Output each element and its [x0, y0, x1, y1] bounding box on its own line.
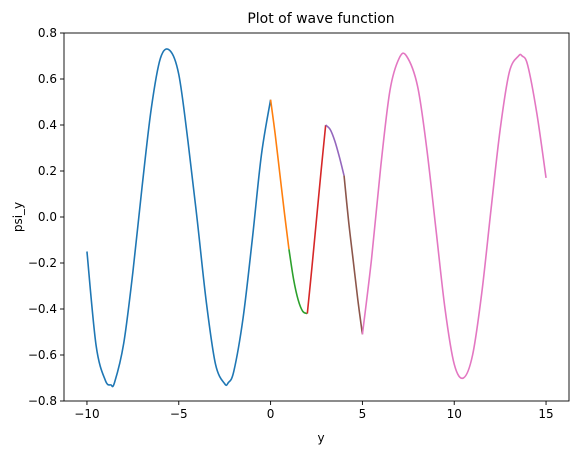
- y-tick-label: 0.4: [38, 118, 57, 132]
- series-line-1: [86, 48, 272, 388]
- x-axis-label: y: [317, 431, 324, 445]
- y-tick-label: 0.8: [38, 26, 57, 40]
- series-line-5: [325, 124, 345, 176]
- x-tick-label: −5: [170, 407, 188, 421]
- y-tick-label: 0.0: [38, 210, 57, 224]
- y-tick-label: 0.6: [38, 72, 57, 86]
- plot-area: −10 −5 0 5 10 15 −0.8 −0.6 −0.4 −0.2 0.0 0.2 0.4 0.6 0…: [28, 26, 570, 421]
- y-tick-label: −0.6: [28, 348, 57, 362]
- series-line-4: [306, 124, 327, 314]
- y-tick-label: −0.4: [28, 302, 57, 316]
- x-tick-label: 10: [447, 407, 462, 421]
- x-tick-label: 0: [267, 407, 275, 421]
- series-line-6: [343, 175, 364, 335]
- y-tick-label: 0.2: [38, 164, 57, 178]
- y-tick-label: −0.8: [28, 394, 57, 408]
- y-tick-label: −0.2: [28, 256, 57, 270]
- x-tick-label: 5: [359, 407, 367, 421]
- x-tick-label: −10: [74, 407, 99, 421]
- x-tick-label: 15: [538, 407, 553, 421]
- series-line-7: [361, 52, 547, 380]
- y-axis-label: psi_y: [11, 202, 25, 232]
- series-line-3: [288, 249, 308, 315]
- series-line-2: [269, 99, 290, 250]
- chart-title: Plot of wave function: [247, 11, 394, 27]
